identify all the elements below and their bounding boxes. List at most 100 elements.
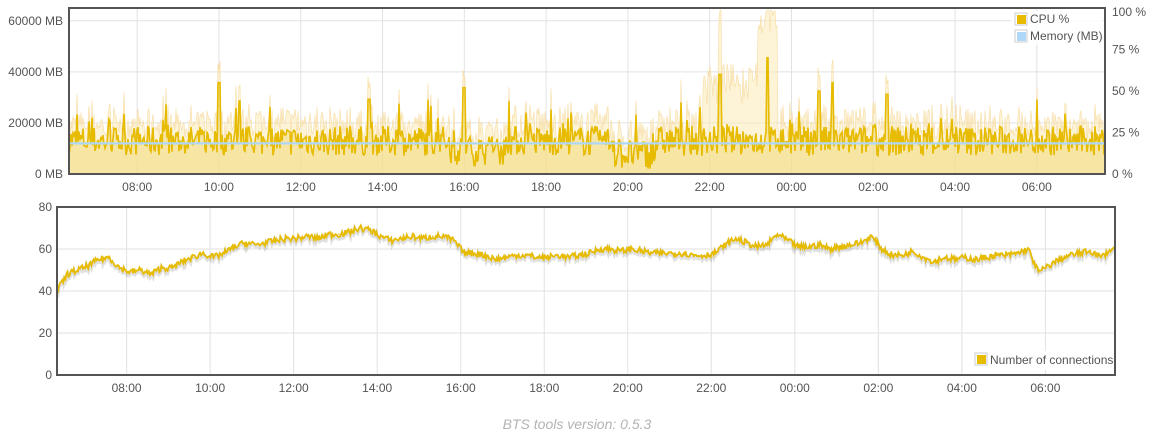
connections-data-point (421, 237, 424, 240)
connections-data-point (640, 250, 643, 252)
connections-data-point (734, 237, 737, 240)
connections-data-point (703, 254, 706, 257)
connections-data-point (453, 239, 455, 242)
connections-data-point (651, 252, 653, 254)
connections-data-point (1089, 250, 1092, 252)
connections-data-point (828, 248, 831, 250)
connections-data-point (379, 235, 382, 238)
x-tick-label: 08:00 (122, 180, 152, 194)
connections-data-point (661, 252, 664, 254)
x-tick-label: 16:00 (446, 381, 476, 395)
x-tick-label: 02:00 (863, 381, 893, 395)
connections-data-point (787, 239, 789, 242)
connections-data-point (724, 244, 726, 246)
connections-data-point (505, 256, 507, 259)
connections-data-point (912, 250, 914, 252)
connections-data-point (849, 244, 852, 246)
y-right-tick-label: 50 % (1112, 84, 1140, 98)
connections-data-point (432, 235, 434, 238)
connections-data-point (171, 267, 173, 269)
legend-memory-label: Memory (MB) (1030, 29, 1103, 43)
x-tick-label: 08:00 (112, 381, 142, 395)
x-tick-label: 20:00 (613, 381, 643, 395)
connections-data-point (818, 244, 820, 246)
connections-plot-border (56, 206, 1116, 376)
connections-data-point (682, 252, 685, 254)
x-tick-label: 00:00 (780, 381, 810, 395)
cpu-memory-left-axis: 0 MB 20000 MB 40000 MB 60000 MB (8, 14, 63, 181)
connections-data-point (129, 271, 131, 273)
connections-data-point (108, 256, 110, 259)
connections-data-point (567, 256, 570, 259)
cpu-memory-x-axis: 08:00 10:00 12:00 14:00 16:00 18:00 20:00 22:00… (122, 180, 1052, 194)
connections-data-point (442, 235, 445, 238)
connections-data-point (118, 267, 121, 269)
connections-data-point (630, 248, 632, 250)
x-tick-label: 10:00 (204, 180, 234, 194)
legend-background (972, 351, 1113, 370)
x-tick-label: 22:00 (695, 180, 725, 194)
connections-data-point (327, 233, 330, 236)
legend-swatch-frame (1014, 29, 1028, 43)
connections-data-point (411, 235, 413, 238)
connections-data-point (943, 256, 946, 259)
x-tick-label: 04:00 (940, 180, 970, 194)
connections-data-point (870, 235, 873, 238)
y-tick-label: 0 (45, 368, 52, 382)
connections-data-point (150, 273, 152, 276)
connections-data-point (1048, 265, 1050, 267)
connections-data-point (776, 233, 779, 236)
connections-data-point (160, 267, 163, 269)
legend-connections-label: Number of connections (990, 353, 1113, 367)
x-tick-label: 18:00 (531, 180, 561, 194)
connections-data-point (693, 254, 695, 257)
connections-data-point (494, 258, 497, 261)
connections-data-point (463, 252, 466, 254)
connections-data-point (609, 248, 612, 250)
connections-data-point (181, 260, 184, 263)
x-tick-label: 20:00 (613, 180, 643, 194)
connections-data-point (839, 246, 841, 248)
connections-data-point (891, 254, 894, 257)
cpu-area (69, 57, 1105, 174)
connections-data-point (526, 254, 528, 257)
connections-y-axis: 0 20 40 60 80 (39, 200, 53, 382)
x-tick-label: 00:00 (776, 180, 806, 194)
y-left-tick-label: 20000 MB (8, 116, 63, 130)
connections-data-point (536, 256, 539, 259)
connections-data-point (77, 269, 79, 271)
legend-cpu-swatch (1017, 15, 1026, 24)
connections-data-point (1037, 271, 1040, 273)
connections-data-point (807, 246, 810, 248)
connections-data-point (1058, 258, 1061, 261)
y-right-tick-label: 75 % (1112, 43, 1140, 57)
connections-data-point (285, 237, 288, 240)
y-tick-label: 20 (39, 326, 53, 340)
cpu-memory-right-axis: 0 % 25 % 50 % 75 % 100 % (1112, 5, 1146, 181)
connections-data-point (672, 252, 674, 254)
connections-data-point (745, 241, 747, 244)
connections-data-point (338, 233, 340, 236)
connections-data-point (369, 229, 372, 231)
x-tick-label: 14:00 (368, 180, 398, 194)
connections-data-point (881, 248, 883, 250)
connections-data-point (1110, 248, 1113, 250)
x-tick-label: 10:00 (195, 381, 225, 395)
connections-data-point (1079, 252, 1081, 254)
connections-data-point (87, 265, 90, 267)
connections-data-point (933, 260, 935, 263)
connections-data-point (797, 246, 800, 248)
legend-cpu-label: CPU % (1030, 12, 1070, 26)
y-tick-label: 60 (39, 242, 53, 256)
connections-data-point (473, 252, 476, 254)
connections-data-point (766, 244, 768, 246)
connections-data-point (599, 248, 601, 250)
x-tick-label: 06:00 (1030, 381, 1060, 395)
connections-data-point (901, 254, 904, 257)
connections-data-point (985, 256, 987, 259)
y-tick-label: 40 (39, 284, 53, 298)
connections-data-point (390, 239, 392, 242)
connections-data-point (254, 244, 257, 246)
y-right-tick-label: 25 % (1112, 126, 1140, 140)
connections-data-point (66, 273, 69, 276)
